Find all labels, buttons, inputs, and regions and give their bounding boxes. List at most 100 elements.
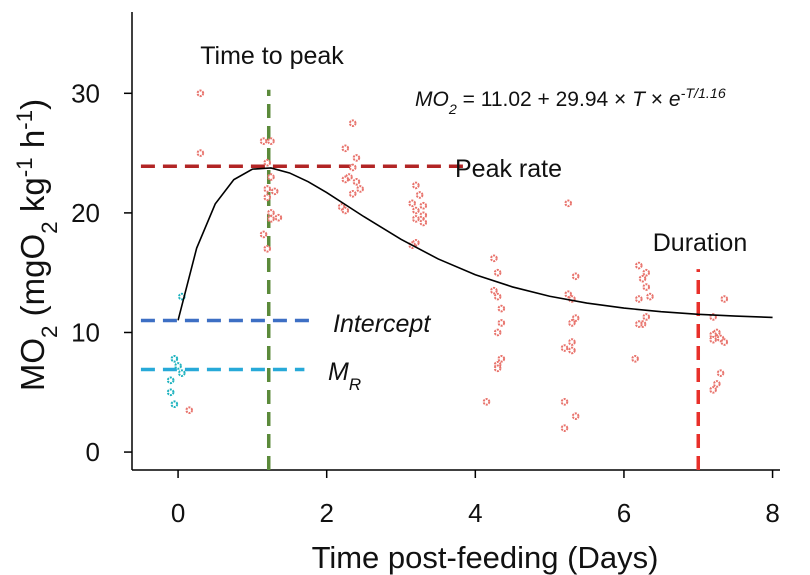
y-axis-title: MO2 (mgO2 kg-1 h-1) [12, 99, 62, 391]
x-tick-label: 2 [319, 498, 333, 528]
equation-part: -T/1.16 [681, 86, 726, 102]
data-point [259, 230, 268, 239]
data-point [267, 173, 275, 181]
y-tick-label: 0 [86, 437, 100, 467]
reference-label-part: Intercept [333, 310, 431, 338]
data-point [415, 191, 424, 199]
data-point [490, 286, 498, 295]
y-tick-label: 10 [71, 317, 100, 347]
equation-part: T [632, 88, 647, 111]
reference-label-part: Duration [653, 229, 748, 257]
data-point [170, 400, 179, 409]
data-point [716, 369, 725, 377]
reference-label: Duration [653, 229, 748, 257]
x-tick-label: 6 [617, 498, 631, 528]
data-point [571, 272, 580, 281]
y-axis-title-part: h [14, 130, 51, 158]
reference-label-part: Time to peak [200, 42, 344, 70]
data-point [185, 406, 194, 415]
data-point [177, 369, 186, 377]
data-point [267, 215, 275, 223]
x-axis-title: Time post-feeding (Days) [312, 540, 659, 575]
x-tick-label: 4 [468, 498, 482, 528]
data-point [642, 313, 651, 321]
y-tick-label: 20 [71, 198, 100, 228]
equation-part: MO [415, 88, 449, 111]
data-point [348, 189, 357, 198]
data-point [270, 187, 279, 196]
data-point [635, 295, 643, 303]
data-point [341, 206, 350, 215]
data-point [560, 344, 569, 352]
data-point [166, 388, 175, 397]
y-axis-title-part: -1 [12, 157, 37, 177]
data-point [259, 137, 268, 145]
equation-part: 2 [448, 102, 457, 118]
data-point [196, 89, 205, 98]
data-point [638, 274, 647, 283]
reference-label-part: M [328, 358, 349, 386]
data-point [635, 261, 643, 270]
data-point [560, 424, 569, 432]
equation-part: e [669, 88, 681, 111]
data-point [412, 206, 420, 215]
data-point [348, 119, 357, 128]
data-point [635, 320, 643, 328]
data-point [497, 304, 506, 313]
data-point [642, 283, 651, 291]
y-axis-title-part: -1 [12, 110, 37, 130]
data-point [356, 185, 364, 193]
data-point [713, 380, 721, 388]
data-point [560, 398, 569, 406]
data-point [341, 144, 350, 153]
data-point [348, 163, 357, 172]
data-point [568, 346, 576, 355]
data-point [493, 328, 502, 337]
data-point [568, 319, 576, 327]
data-point [490, 254, 498, 263]
data-point [564, 199, 573, 208]
data-point [709, 335, 717, 344]
y-axis-title-part: ) [14, 99, 51, 110]
fit-curve [177, 167, 773, 321]
data-point [412, 215, 420, 223]
data-point [642, 268, 651, 277]
data-point [631, 354, 639, 363]
x-axis-title-part: Time post-feeding (Days) [312, 540, 659, 575]
data-point [263, 158, 272, 167]
data-point [493, 364, 502, 373]
y-axis-title-part: 2 [37, 221, 62, 233]
data-point [497, 319, 506, 327]
equation: MO2 = 11.02 + 29.94 × T × e-T/1.16 [415, 86, 726, 118]
data-point [341, 175, 350, 184]
y-axis-title-part: (mgO [14, 234, 51, 326]
data-point [166, 376, 175, 385]
x-tick-label: 0 [171, 498, 185, 528]
data-point [170, 354, 179, 363]
data-point [267, 137, 275, 145]
data-point [482, 398, 491, 406]
data-point [571, 412, 580, 420]
data-point [408, 199, 416, 208]
data-point [419, 218, 428, 227]
y-axis-title-part: MO [14, 338, 51, 391]
data-point [263, 244, 272, 253]
reference-label: MR [328, 358, 361, 394]
data-point [709, 386, 717, 394]
data-point [720, 338, 729, 346]
data-point [720, 295, 729, 303]
data-point [263, 185, 272, 193]
reference-label-part: Peak rate [455, 155, 562, 183]
y-tick-label: 30 [71, 78, 100, 108]
reference-label: Time to peak [200, 42, 344, 70]
reference-label-part: R [349, 375, 361, 394]
data-point [646, 292, 654, 301]
data-point [412, 181, 420, 190]
equation-part: = 11.02 + 29.94 × [457, 88, 632, 111]
data-point [196, 149, 205, 157]
data-point [174, 362, 182, 370]
data-point [263, 193, 272, 202]
data-point [571, 314, 580, 322]
data-point [419, 211, 428, 220]
